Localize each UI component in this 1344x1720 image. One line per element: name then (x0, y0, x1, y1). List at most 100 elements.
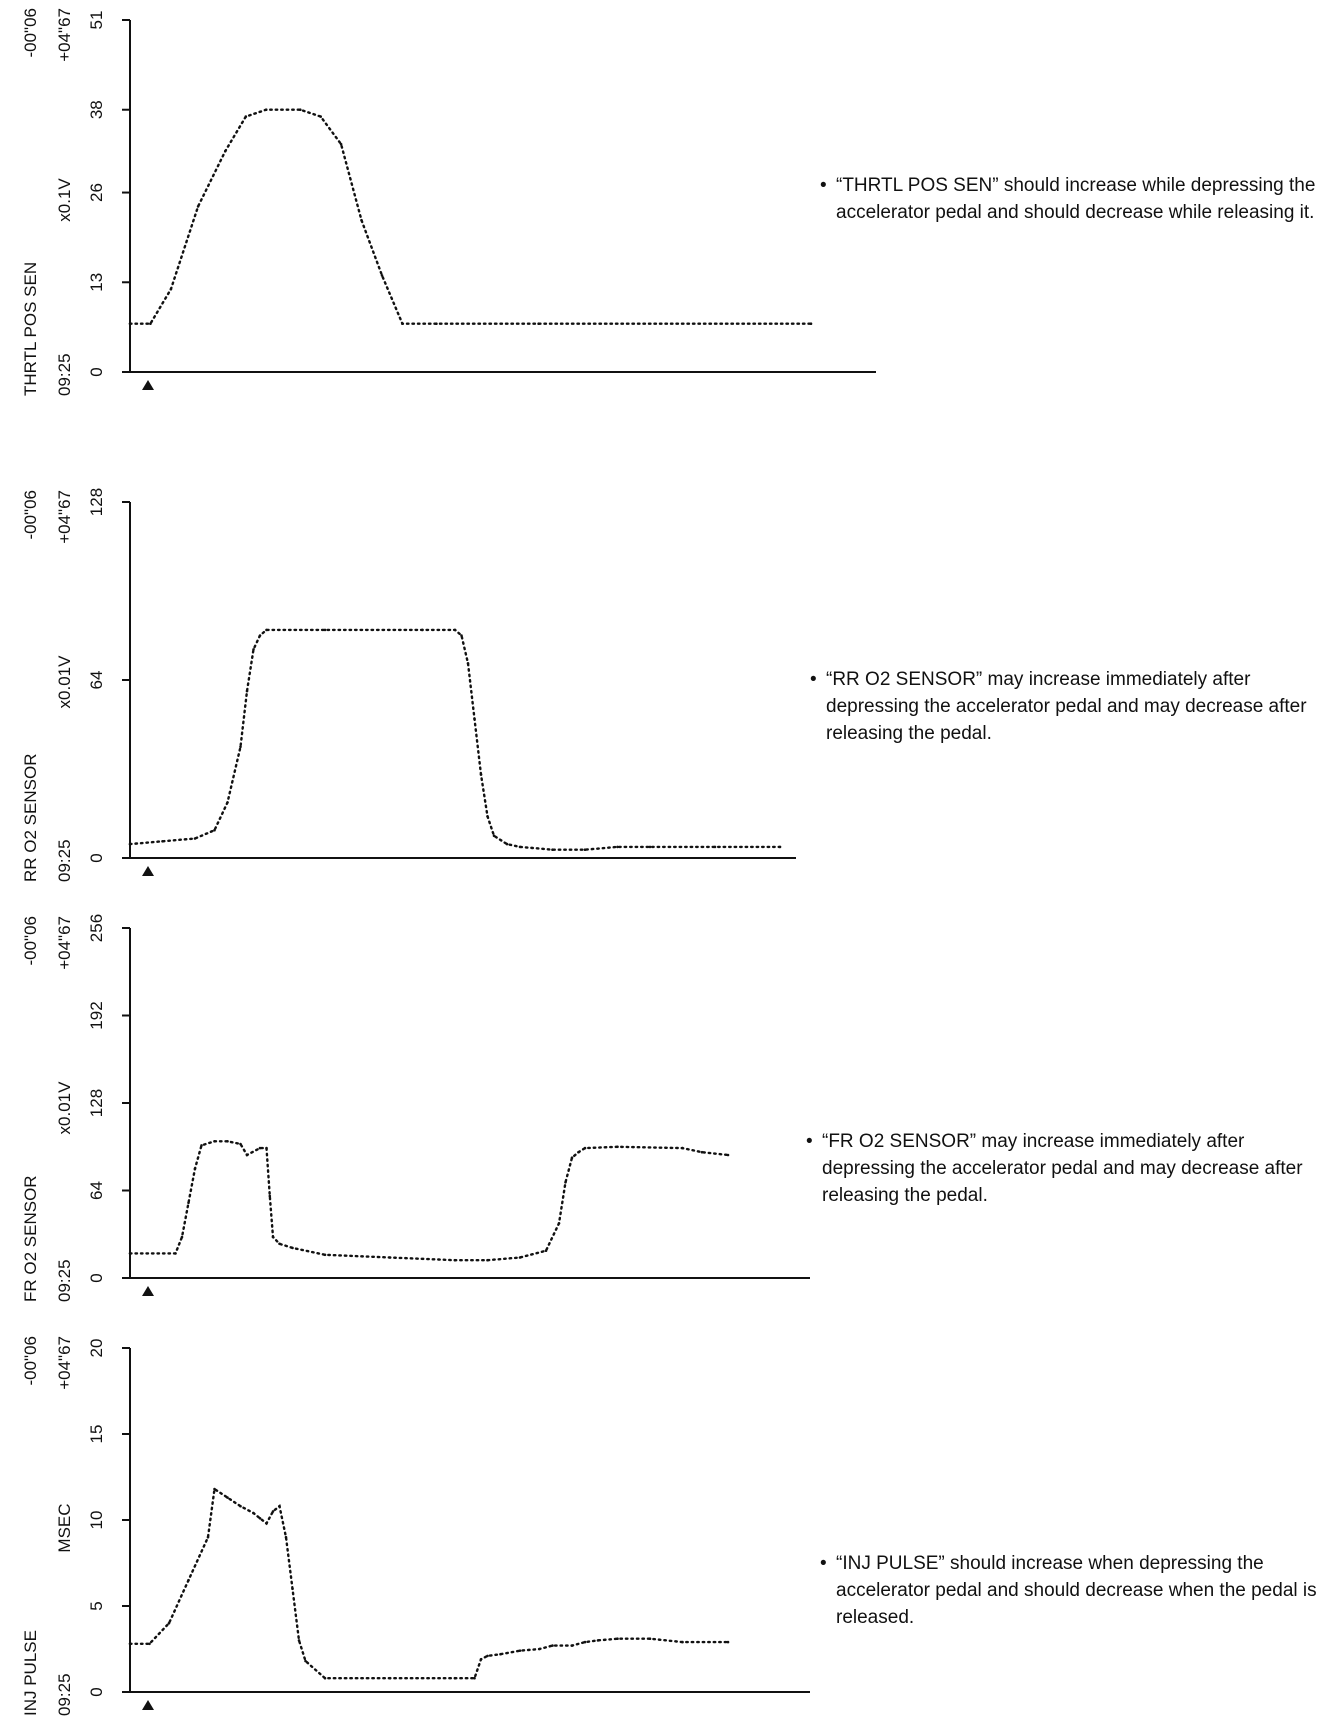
data-point (278, 1242, 281, 1246)
y-tick-label: 26 (87, 183, 106, 202)
data-point (388, 1256, 392, 1259)
data-point (473, 717, 476, 721)
data-point (537, 322, 540, 326)
data-point (583, 848, 587, 851)
bullet-icon: • (820, 175, 827, 196)
y-tick-label: 0 (87, 367, 106, 376)
y-tick-label: 15 (87, 1425, 106, 1444)
data-point (596, 1639, 600, 1642)
time-label: 09:25 (55, 1673, 74, 1716)
data-point (196, 205, 200, 208)
data-point (271, 1510, 275, 1513)
y-tick-label: 10 (87, 1511, 106, 1530)
note-thrtl-pos-sen: • “THRTL POS SEN” should increase while … (820, 172, 1336, 226)
data-point (570, 1156, 574, 1159)
chart-svg: 0 64 128 192 256 FR O2 SENSOR 09:25 x0.01V -00"0… (21, 914, 810, 1302)
data-point (460, 634, 463, 637)
y-tick-label: 128 (87, 488, 106, 516)
y-tick-label: 0 (87, 1687, 106, 1696)
data-point (466, 662, 470, 665)
data-point (149, 322, 152, 326)
start-time-label: -00"06 (21, 490, 40, 540)
data-point (809, 322, 813, 326)
data-point (616, 1145, 619, 1149)
data-point (726, 1153, 730, 1157)
data-point (252, 648, 255, 651)
data-point (193, 1167, 197, 1170)
data-point (291, 1587, 294, 1591)
data-point (583, 1640, 587, 1644)
data-point (169, 287, 173, 291)
y-tick-label: 64 (87, 671, 106, 690)
data-point (299, 108, 302, 111)
data-point (187, 1578, 190, 1582)
data-point (486, 1258, 489, 1262)
y-tick-label: 0 (87, 853, 106, 862)
data-point (499, 1652, 502, 1656)
data-point (128, 842, 132, 846)
start-time-label: -00"06 (21, 916, 40, 966)
data-point (244, 115, 248, 118)
end-time-label: +04"67 (55, 916, 74, 970)
note-inj-pulse: • “INJ PULSE” should increase when depre… (820, 1550, 1336, 1631)
data-point (713, 845, 717, 849)
data-point (681, 1146, 684, 1150)
data-point (453, 1676, 457, 1680)
data-point (479, 1658, 483, 1661)
series-name-label: INJ PULSE (21, 1630, 40, 1716)
data-point (291, 1246, 294, 1250)
data-point (616, 1637, 619, 1640)
trigger-marker-icon (142, 866, 154, 876)
data-point (388, 1676, 392, 1680)
thrtl-pos-sen-chart: 0 13 26 38 51 THRTL POS SEN 09:25 x0.1V -00"06 +0… (0, 0, 1344, 400)
series-name-label: RR O2 SENSOR (21, 754, 40, 882)
data-point (239, 745, 242, 749)
y-tick-label: 38 (87, 100, 106, 119)
data-point (616, 845, 619, 849)
data-point (518, 845, 522, 849)
data-point (258, 634, 262, 637)
data-point (570, 1644, 574, 1647)
data-point (148, 1642, 151, 1646)
data-point (518, 1649, 522, 1652)
data-point (551, 848, 554, 851)
data-point (226, 1140, 229, 1143)
data-point (128, 1642, 132, 1646)
series-line (128, 108, 813, 325)
chart-svg: 0 64 128 RR O2 SENSOR 09:25 x0.01V -00"06 +04"6… (21, 488, 796, 882)
note-text: “THRTL POS SEN” should increase while de… (836, 175, 1316, 223)
trigger-marker-icon (142, 1700, 154, 1710)
data-point (258, 1146, 262, 1150)
data-point (193, 837, 197, 840)
data-point (278, 1504, 281, 1508)
data-point (264, 108, 268, 111)
data-point (265, 1146, 268, 1150)
data-point (268, 1194, 272, 1198)
data-point (224, 149, 227, 153)
data-point (544, 1249, 548, 1252)
data-point (226, 1496, 229, 1499)
end-time-label: +04"67 (55, 490, 74, 544)
data-point (681, 1640, 684, 1644)
inj-pulse-chart: 0 5 10 15 20 INJ PULSE 09:25 MSEC -00"06 +04"67 •… (0, 1320, 1344, 1720)
chart-svg: 0 5 10 15 20 INJ PULSE 09:25 MSEC -00"06 +04"67 (21, 1336, 810, 1716)
data-point (284, 1535, 288, 1539)
trigger-marker-icon (142, 1286, 154, 1296)
data-point (213, 828, 216, 832)
fr-o2-sensor-chart: 0 64 128 192 256 FR O2 SENSOR 09:25 x0.01V -00"0… (0, 900, 1344, 1320)
data-point (297, 1639, 301, 1642)
data-point (486, 1654, 489, 1658)
time-label: 09:25 (55, 1259, 74, 1302)
trigger-marker-icon (142, 380, 154, 390)
y-tick-label: 0 (87, 1273, 106, 1282)
rr-o2-sensor-chart: 0 64 128 RR O2 SENSOR 09:25 x0.01V -00"06 +04"6… (0, 480, 1344, 900)
data-point (174, 1252, 177, 1255)
data-point (252, 1511, 255, 1515)
y-tick-label: 5 (87, 1601, 106, 1610)
data-point (323, 628, 327, 632)
y-tick-label: 20 (87, 1339, 106, 1358)
y-tick-label: 64 (87, 1181, 106, 1200)
data-point (577, 1150, 580, 1154)
data-point (271, 1235, 275, 1239)
note-text: “RR O2 SENSOR” may increase immediately … (826, 669, 1307, 744)
